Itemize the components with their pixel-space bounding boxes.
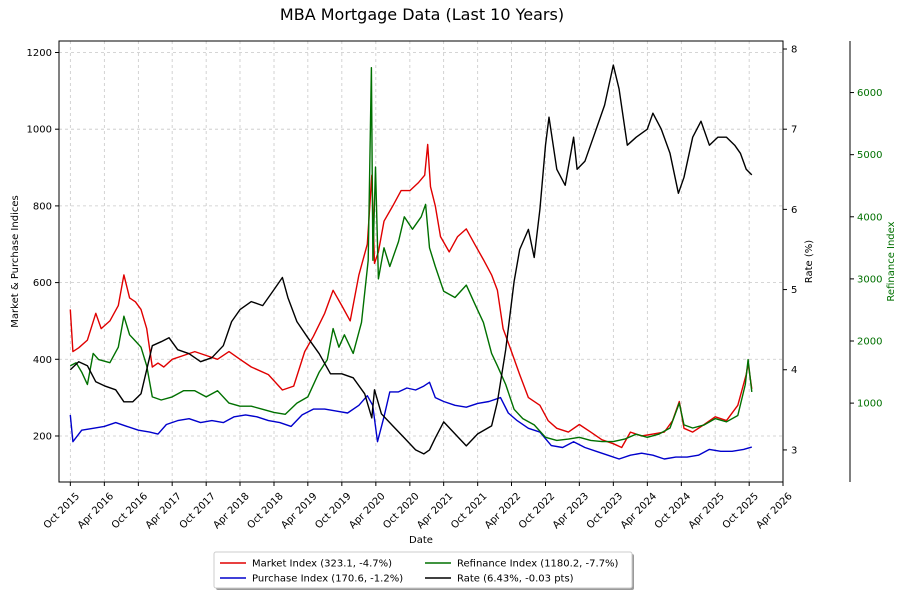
y-tick-label-left: 1000 (27, 125, 52, 136)
x-tick-label: Apr 2021 (415, 491, 455, 531)
y-axis-label-left: Market & Purchase Indices (10, 195, 21, 327)
series-line-0 (69, 143, 753, 449)
y-tick-label-left: 1200 (27, 48, 52, 59)
y-axis-label-rate: Rate (%) (804, 240, 815, 284)
series-line-1 (69, 381, 752, 460)
y-tick-label-rate: 6 (791, 205, 797, 216)
series-line-2 (69, 66, 753, 443)
plot-frame (58, 40, 784, 483)
x-tick-label: Apr 2022 (483, 491, 523, 531)
legend-entry-label: Purchase Index (170.6, -1.2%) (252, 574, 403, 585)
x-tick-label: Apr 2019 (279, 491, 319, 531)
y-tick-label-left: 200 (33, 431, 52, 442)
y-tick-label-refi: 6000 (857, 88, 882, 99)
series-line-3 (69, 64, 753, 455)
y-axis-label-refi: Refinance Index (886, 221, 897, 301)
chart-title: MBA Mortgage Data (Last 10 Years) (280, 5, 564, 24)
x-tick-label: Apr 2026 (755, 491, 795, 531)
y-tick-label-rate: 5 (791, 285, 797, 296)
legend-box (213, 551, 633, 589)
x-tick-label: Oct 2015 (42, 491, 82, 531)
x-tick-label: Apr 2016 (76, 491, 116, 531)
x-tick-label: Apr 2023 (551, 491, 591, 531)
y-tick-label-rate: 7 (791, 125, 797, 136)
y-tick-label-left: 400 (33, 355, 52, 366)
y-tick-label-rate: 3 (791, 445, 797, 456)
x-tick-label: Apr 2020 (347, 491, 387, 531)
grid (59, 41, 784, 482)
legend: Market Index (323.1, -4.7%) Purchase Inde… (213, 551, 634, 590)
legend-entry-label: Refinance Index (1180.2, -7.7%) (457, 559, 619, 570)
x-tick-label: Apr 2025 (687, 491, 727, 531)
x-tick-label: Apr 2018 (212, 491, 252, 531)
y-tick-label-left: 600 (33, 278, 52, 289)
y-tick-label-rate: 4 (791, 365, 797, 376)
y-tick-label-refi: 1000 (857, 399, 882, 410)
legend-entry-label: Rate (6.43%, -0.03 pts) (457, 574, 574, 585)
y-tick-label-left: 800 (33, 201, 52, 212)
x-axis-label: Date (409, 535, 433, 546)
y-tick-label-refi: 4000 (857, 212, 882, 223)
x-tick-label: Apr 2024 (619, 491, 659, 531)
legend-entry-label: Market Index (323.1, -4.7%) (252, 559, 392, 570)
x-tick-label: Oct 2023 (585, 491, 625, 531)
series-lines (69, 64, 753, 460)
y-tick-label-rate: 8 (791, 45, 797, 56)
x-tick-label: Oct 2019 (313, 491, 353, 531)
x-tick-label: Apr 2017 (144, 491, 184, 531)
y-tick-label-refi: 2000 (857, 337, 882, 348)
y-tick-label-refi: 3000 (857, 274, 882, 285)
y-tick-label-refi: 5000 (857, 150, 882, 161)
